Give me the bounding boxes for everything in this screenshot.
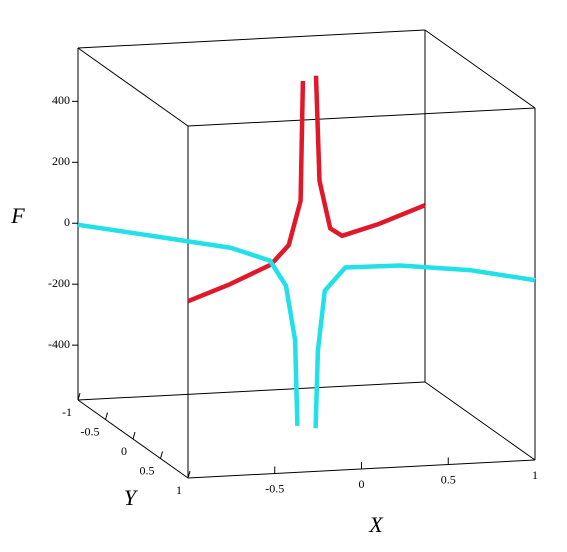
box-edge [187, 107, 536, 127]
y-tick [160, 451, 163, 459]
curve [187, 75, 426, 304]
x-tick-label: 0 [359, 477, 365, 491]
z-tick-label: 400 [52, 93, 70, 107]
y-tick [105, 412, 108, 420]
y-tick [187, 470, 191, 479]
y-tick-label: 0.5 [140, 463, 155, 477]
z-axis-title: F [10, 203, 25, 228]
box-edge [424, 29, 536, 109]
y-tick-label: 1 [176, 483, 182, 497]
y-tick-label: -1 [62, 405, 72, 419]
z-tick-label: -400 [48, 337, 70, 351]
y-axis-title: Y [124, 485, 139, 510]
y-tick [77, 392, 81, 401]
x-axis-title: X [368, 512, 384, 537]
x-tick-label: -0.5 [265, 481, 284, 495]
x-tick-label: 1 [532, 468, 538, 482]
y-tick-label: -0.5 [81, 424, 100, 438]
z-tick-label: -200 [48, 276, 70, 290]
curve [77, 222, 536, 429]
z-tick-label: 0 [64, 215, 70, 229]
box-edge [77, 381, 426, 401]
box-edge [424, 381, 536, 461]
y-tick [132, 431, 136, 440]
z-tick-label: 200 [52, 154, 70, 168]
box-edge [77, 47, 189, 127]
x-tick-label: 0.5 [441, 472, 456, 486]
box-edge [77, 29, 426, 49]
y-tick-label: 0 [121, 444, 127, 458]
